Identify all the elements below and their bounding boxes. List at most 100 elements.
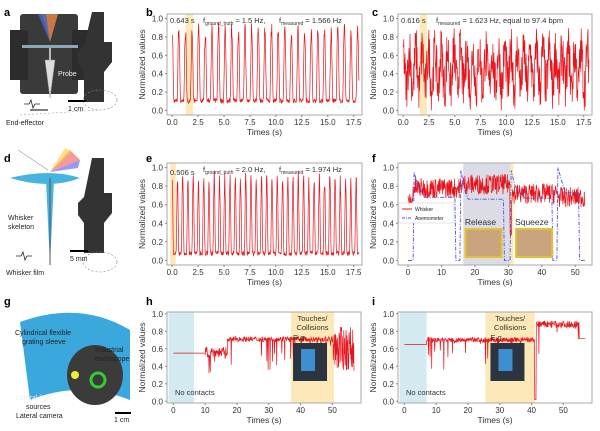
whisker-skeleton-label-1: Whisker	[8, 215, 34, 222]
y-tick-label: 0.4	[152, 219, 164, 228]
y-tick-label: 0.6	[383, 51, 395, 60]
x-tick-label: 0	[406, 268, 411, 277]
x-tick-label: 10	[201, 406, 210, 415]
y-tick-label: 0.8	[383, 33, 395, 42]
y-tick-label: 0.6	[152, 201, 164, 210]
x-axis-label: Times (s)	[477, 127, 512, 137]
plot-frame	[166, 13, 363, 116]
x-tick-label: 20	[233, 406, 242, 415]
whisker-film-label: Whisker film	[6, 270, 44, 277]
illustration-a-probe-device: Probe 1 cm End-effector	[6, 12, 118, 127]
y-axis-label: Normalized values	[137, 179, 147, 249]
y-axis-label: Normalized values	[368, 323, 378, 393]
x-tick-label: 20	[470, 268, 479, 277]
robot-arm	[78, 158, 112, 253]
y-tick-label: 0.4	[383, 362, 395, 371]
y-tick-label: 0.0	[383, 106, 395, 115]
y-tick-label: 0.6	[152, 51, 164, 60]
chart-f: 0.0 0.2 0.4 0.6 0.8 1.0 0 10 20 30 40 50 Times (s) No…	[368, 162, 593, 287]
chart-c: 0.0 0.2 0.4 0.6 0.8 1.0 0.0 2.5 5.0 7.5 10.0 12.5 15…	[368, 13, 593, 137]
x-tick-label: 7.5	[244, 268, 256, 277]
example-photo-sensor	[498, 349, 513, 371]
shaded-region-yellow	[185, 14, 193, 115]
measured-frequency: fmeasured = 1.566 Hz	[279, 16, 342, 27]
panel-label-e: e	[146, 153, 152, 165]
light-label-1: Lateral light	[16, 395, 52, 402]
x-tick-label: 17.5	[576, 118, 592, 127]
x-tick-label: 50	[328, 406, 337, 415]
x-tick-label: 2.5	[193, 268, 205, 277]
x-tick-label: 5.0	[218, 268, 230, 277]
x-tick-label: 50	[559, 406, 568, 415]
y-tick-label: 0.4	[383, 70, 395, 79]
legend-label-anemometer: Anemometer	[415, 216, 444, 222]
y-tick-label: 0.2	[383, 238, 395, 247]
x-tick-label: 15.0	[550, 118, 566, 127]
legend: Whisker Anemometer	[398, 202, 455, 224]
measured-frequency: fmeasured = 1.623 Hz, equal to 97.4 bpm	[436, 16, 563, 27]
ground-truth-frequency: fground_truth ≈ 1.5 Hz,	[203, 16, 266, 27]
probe-label: Probe	[58, 71, 77, 78]
x-tick-label: 20	[464, 406, 473, 415]
plot-frame	[397, 311, 593, 404]
x-tick-label: 0.0	[398, 118, 410, 127]
plot-frame	[397, 13, 593, 116]
scale-label-a: 1 cm	[68, 106, 83, 113]
y-tick-label: 1.0	[383, 164, 395, 173]
period-annotation: 0.506 s	[170, 168, 195, 177]
shaded-region-blue	[399, 312, 427, 403]
panel-label-a: a	[4, 7, 11, 19]
y-tick-label: 1.0	[152, 310, 164, 319]
period-annotation: 0.643 s	[170, 16, 195, 25]
x-tick-label: 10.0	[499, 118, 515, 127]
measured-frequency: fmeasured = 1.974 Hz	[279, 165, 342, 176]
y-tick-label: 0.0	[383, 256, 395, 265]
panel-label-b: b	[146, 7, 153, 19]
y-tick-label: 0.0	[383, 397, 395, 406]
endoscope-label-2: endoscope	[95, 356, 129, 363]
sleeve-label-2: grating sleeve	[22, 339, 66, 346]
endoscope-label-1: Industrial	[95, 347, 124, 354]
panel-label-f: f	[372, 153, 376, 165]
no-contacts-label: No contacts	[175, 388, 215, 397]
x-tick-label: 30	[495, 406, 504, 415]
period-annotation: 0.616 s	[401, 16, 426, 25]
y-tick-label: 1.0	[152, 164, 164, 173]
light-label-2: sources	[26, 404, 51, 411]
y-axis-label: Normalized values	[368, 30, 378, 100]
touches-label: Touches/	[495, 314, 526, 323]
x-tick-label: 12.5	[294, 118, 310, 127]
x-tick-label: 7.5	[244, 118, 256, 127]
x-tick-label: 10	[437, 268, 446, 277]
x-axis-label: Times (s)	[247, 127, 282, 137]
x-tick-label: 15.0	[320, 118, 336, 127]
chart-h: 0.0 0.2 0.4 0.6 0.8 1.0 0 10 20 30 40 50 Times (s) No…	[137, 310, 362, 425]
legend-box	[398, 202, 455, 224]
illustration-d-whisker: Whisker skeleton 5 mm Whisker film	[6, 148, 118, 277]
y-tick-label: 0.4	[152, 70, 164, 79]
y-tick-label: 1.0	[383, 15, 395, 24]
y-tick-label: 0.2	[152, 238, 164, 247]
x-tick-label: 17.5	[346, 118, 362, 127]
x-tick-label: 15.0	[320, 268, 336, 277]
y-tick-label: 0.8	[383, 182, 395, 191]
y-tick-label: 0.2	[152, 380, 164, 389]
x-axis-label: Times (s)	[247, 277, 282, 287]
release-photo	[464, 228, 503, 258]
panel-label-i: i	[372, 296, 375, 308]
camera-label: Lateral camera	[16, 413, 63, 420]
y-tick-label: 0.0	[152, 106, 164, 115]
series-line-signal	[173, 326, 355, 374]
y-tick-label: 1.0	[152, 15, 164, 24]
x-tick-label: 12.5	[524, 118, 540, 127]
panel-label-g: g	[4, 296, 11, 308]
y-axis-label: Normalized values	[137, 30, 147, 100]
x-tick-label: 17.5	[346, 268, 362, 277]
sleeve-label-1: Cylindrical flexible	[15, 330, 71, 337]
scale-label-d: 5 mm	[70, 256, 88, 263]
panel-label-h: h	[146, 296, 153, 308]
whisker-skeleton-label-2: skeleton	[8, 224, 34, 231]
x-tick-label: 40	[527, 406, 536, 415]
y-tick-label: 0.0	[152, 256, 164, 265]
illustration-g-endoscope: Cylindrical flexible grating sleeve Indu…	[15, 312, 131, 424]
